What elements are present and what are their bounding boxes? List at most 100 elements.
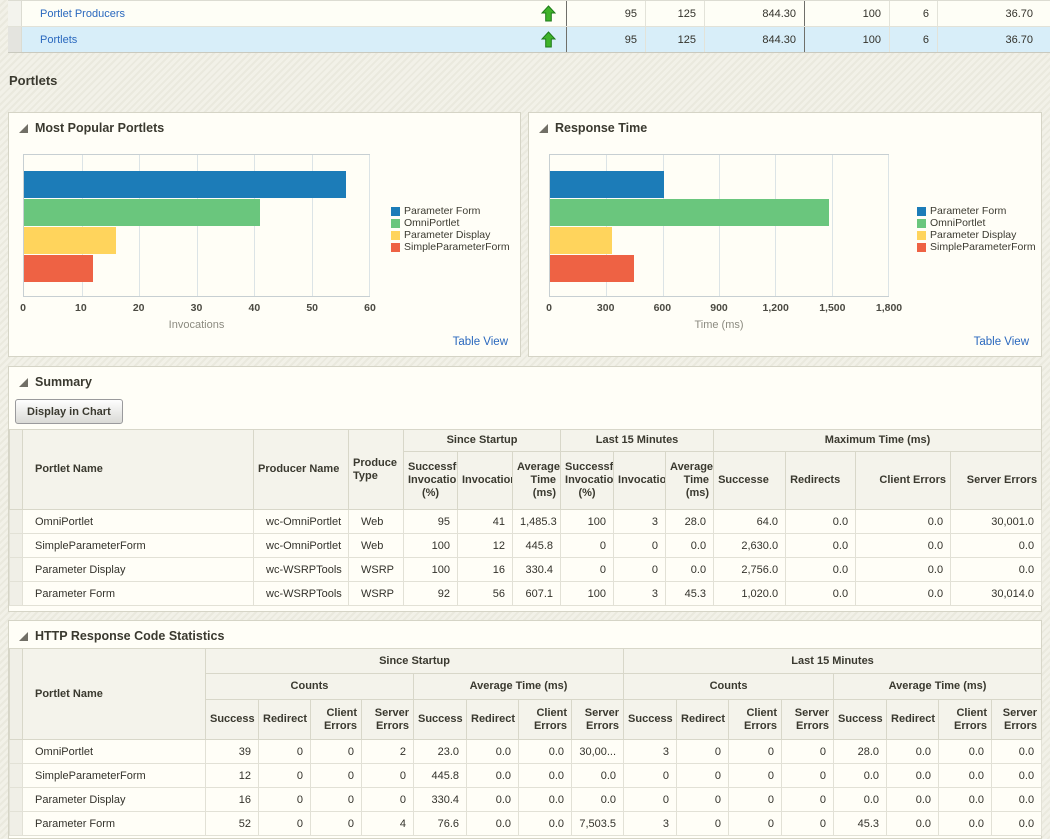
collapse-triangle-icon[interactable] (19, 377, 28, 387)
value-cell: 30,014.0 (950, 581, 1043, 606)
row-header-cell[interactable] (8, 27, 22, 52)
bar-parameter-display (24, 227, 116, 254)
value-cell: 28.0 (833, 739, 888, 764)
x-tick-label: 60 (364, 302, 376, 314)
metric-cell: 95 (566, 27, 645, 52)
row-header-cell[interactable] (9, 581, 23, 606)
legend-item: Parameter Form (917, 205, 1036, 217)
value-cell: 0.0 (466, 787, 519, 812)
table-row[interactable]: SimpleParameterForm 12 0 0 0 445.8 0.0 0.0 0.0 0 0… (9, 763, 1043, 788)
column-header: Redirect (886, 699, 940, 740)
value-cell: 0.0 (886, 787, 940, 812)
plot-area (23, 154, 370, 297)
value-cell: 2,756.0 (713, 557, 787, 582)
row-header-cell[interactable] (9, 811, 23, 836)
value-cell: 0 (258, 739, 311, 764)
value-cell: 0.0 (991, 763, 1043, 788)
x-tick-label: 0 (20, 302, 26, 314)
value-cell: 100 (403, 533, 458, 558)
column-header: Client Errors (310, 699, 362, 740)
value-cell: 30,001.0 (950, 509, 1043, 534)
value-cell: 330.4 (511, 557, 562, 582)
collapse-triangle-icon[interactable] (19, 123, 28, 133)
value-cell: 0 (613, 557, 667, 582)
table-row-selected[interactable]: Portlets 95 125 844.30 100 6 36.70 (8, 27, 1050, 53)
value-cell: 2,630.0 (713, 533, 787, 558)
value-cell: 0 (310, 787, 362, 812)
table-row[interactable]: OmniPortlet 39 0 0 2 23.0 0.0 0.0 30,00... 3 0 0 0 28… (9, 739, 1043, 764)
plot-area (549, 154, 889, 297)
collapse-triangle-icon[interactable] (539, 123, 548, 133)
value-cell: wc-OmniPortlet (253, 509, 349, 534)
row-header-cell[interactable] (9, 787, 23, 812)
row-header-cell[interactable] (9, 557, 23, 582)
row-header-cell[interactable] (9, 739, 23, 764)
table-row[interactable]: SimpleParameterForm wc-OmniPortlet Web 100 1… (9, 533, 1043, 558)
x-tick-label: 600 (653, 302, 672, 314)
value-cell: 12 (205, 763, 259, 788)
legend-label: SimpleParameterForm (930, 241, 1036, 253)
value-cell: 0 (781, 787, 835, 812)
column-header: Portlet Name (22, 648, 206, 740)
summary-table: Portlet Name Producer Name Produce Type … (9, 429, 1043, 606)
collapse-triangle-icon[interactable] (19, 631, 28, 641)
metric-cell: 100 (804, 27, 889, 52)
value-cell: 0 (361, 763, 414, 788)
table-row[interactable]: Parameter Form 52 0 0 4 76.6 0.0 0.0 7,503.5 3 0 0 0… (9, 811, 1043, 836)
trend-up-icon (530, 27, 566, 52)
subgroup-header: Average Time (ms) (833, 673, 1043, 700)
table-view-link[interactable]: Table View (973, 336, 1029, 348)
bar-omniportlet (550, 199, 829, 226)
portlet-name-cell: Parameter Form (22, 811, 206, 836)
value-cell: 39 (205, 739, 259, 764)
x-tick-label: 1,200 (762, 302, 789, 314)
value-cell: 0.0 (466, 763, 519, 788)
column-header: Server Errors (570, 699, 625, 740)
column-header: Successe (713, 451, 787, 510)
legend-swatch (917, 206, 926, 216)
portlet-name-cell: SimpleParameterForm (22, 533, 254, 558)
portlet-name-cell: Parameter Display (22, 557, 254, 582)
value-cell: 0.0 (518, 811, 572, 836)
table-row[interactable]: OmniPortlet wc-OmniPortlet Web 95 41 1,485.3 1… (9, 509, 1043, 534)
legend-item: Parameter Display (391, 229, 510, 241)
table-row[interactable]: Parameter Display wc-WSRPTools WSRP 100 16 33… (9, 557, 1043, 582)
http-response-code-statistics-panel: HTTP Response Code Statistics Portlet Na… (8, 620, 1043, 839)
row-header-column (9, 648, 23, 740)
row-header-cell[interactable] (9, 533, 23, 558)
value-cell: 0.0 (466, 811, 519, 836)
table-row[interactable]: Parameter Display 16 0 0 0 330.4 0.0 0.0 0.0 0 0 0 0… (9, 787, 1043, 812)
table-row[interactable]: Parameter Form wc-WSRPTools WSRP 92 56 607.1 1… (9, 581, 1043, 606)
gridline (369, 155, 370, 296)
row-header-cell[interactable] (9, 763, 23, 788)
value-cell: 0 (623, 763, 678, 788)
legend-item: OmniPortlet (917, 217, 1036, 229)
value-cell: 0.0 (665, 557, 715, 582)
value-cell: 92 (403, 581, 458, 606)
column-header: Average Time (ms) (511, 451, 562, 510)
value-cell: 45.3 (665, 581, 715, 606)
portlets-link[interactable]: Portlets (40, 33, 78, 46)
value-cell: 0 (258, 763, 311, 788)
row-header-cell[interactable] (9, 509, 23, 534)
value-cell: 41 (457, 509, 513, 534)
value-cell: 23.0 (413, 739, 467, 764)
table-view-link[interactable]: Table View (452, 336, 508, 348)
portlet-producers-link[interactable]: Portlet Producers (40, 7, 125, 20)
value-cell: 0 (310, 763, 362, 788)
row-header-cell[interactable] (8, 1, 22, 26)
metric-cell: 95 (566, 1, 645, 26)
value-cell: 16 (205, 787, 259, 812)
response-time-panel: Response Time 0 300 600 900 1,200 1,500 1,800 … (528, 112, 1042, 357)
column-header: Average Time (ms) (665, 451, 715, 510)
value-cell: 0.0 (855, 509, 952, 534)
chart-legend: Parameter Form OmniPortlet Parameter Displ… (917, 205, 1036, 253)
legend-swatch (391, 218, 400, 228)
table-row[interactable]: Portlet Producers 95 125 844.30 100 6 36… (8, 1, 1050, 27)
value-cell: 0.0 (518, 739, 572, 764)
value-cell: 45.3 (833, 811, 888, 836)
value-cell: 0.0 (570, 787, 625, 812)
display-in-chart-button[interactable]: Display in Chart (15, 399, 123, 424)
value-cell: 3 (623, 739, 678, 764)
value-cell: 0.0 (938, 811, 993, 836)
